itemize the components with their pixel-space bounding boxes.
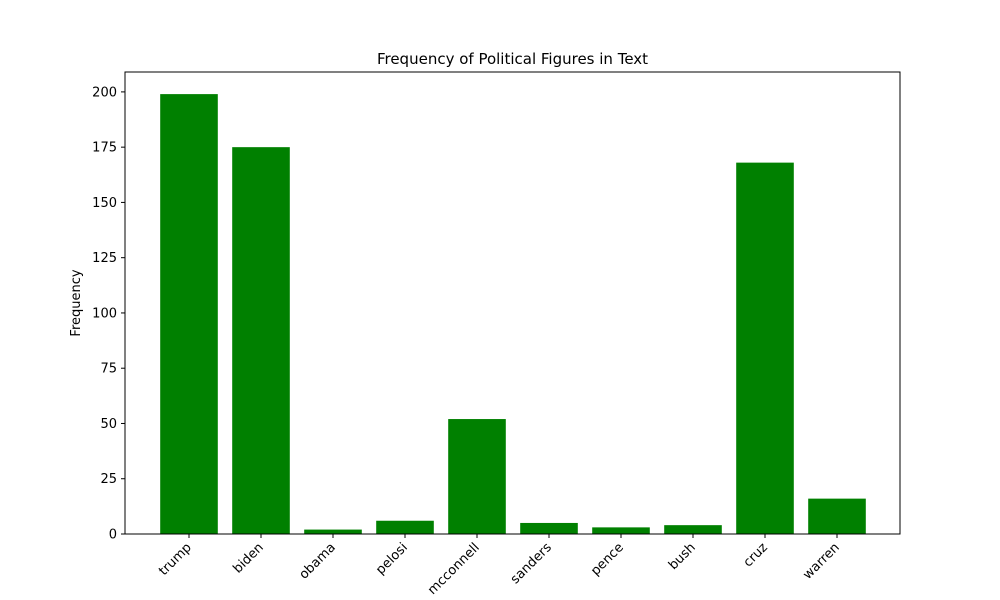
bar-cruz [736, 162, 794, 534]
y-tick-label: 50 [100, 417, 117, 432]
y-tick-label: 25 [100, 472, 117, 487]
bar-sanders [520, 522, 578, 534]
y-tick-label: 200 [92, 85, 117, 100]
bar-mcconnell [448, 419, 506, 534]
bar-pelosi [376, 520, 434, 534]
bar-trump [160, 94, 218, 535]
y-tick-label: 150 [92, 196, 117, 211]
chart-title: Frequency of Political Figures in Text [377, 50, 648, 68]
bar-bush [664, 525, 722, 534]
y-tick-label: 100 [92, 306, 117, 321]
bar-biden [232, 147, 290, 534]
y-tick-label: 75 [100, 362, 117, 377]
plot-frame [124, 71, 901, 535]
bar-pence [592, 527, 650, 534]
bar-warren [808, 498, 866, 534]
bar-obama [304, 529, 362, 534]
y-tick-label: 175 [92, 141, 117, 156]
y-axis-label: Frequency [69, 269, 84, 336]
y-tick-label: 125 [92, 251, 117, 266]
y-tick-label: 0 [109, 528, 117, 543]
